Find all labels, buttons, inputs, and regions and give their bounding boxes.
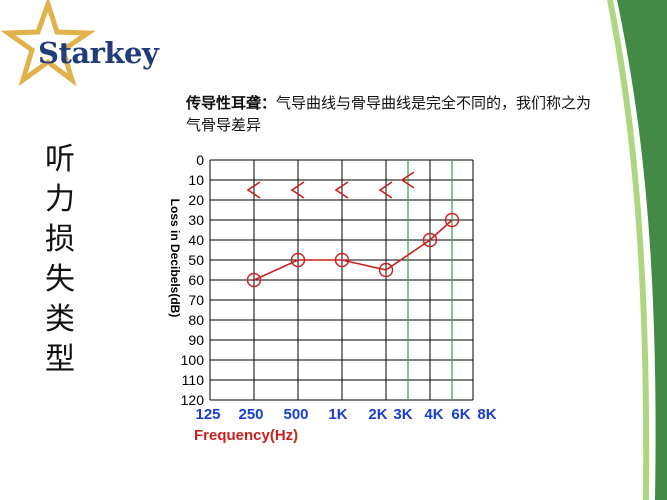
data-point-bracket bbox=[246, 181, 261, 199]
data-point-bracket bbox=[400, 171, 415, 189]
x-tick-label: 500 bbox=[283, 406, 308, 423]
x-tick-label: 1K bbox=[328, 406, 347, 423]
description-term: 传导性耳聋： bbox=[186, 94, 277, 112]
side-title: 听 力 损 失 类 型 bbox=[40, 140, 80, 380]
y-tick-label: 30 bbox=[188, 212, 204, 228]
side-title-char: 损 bbox=[45, 222, 75, 257]
side-title-char: 失 bbox=[45, 262, 75, 297]
x-tick-label: 3K bbox=[393, 406, 412, 423]
y-tick-label: 50 bbox=[188, 252, 204, 268]
y-tick-label: 80 bbox=[188, 312, 204, 328]
y-tick-label: 10 bbox=[188, 172, 204, 188]
x-tick-label: 8K bbox=[477, 406, 496, 423]
x-tick-label: 4K bbox=[424, 406, 443, 423]
y-tick-label: 70 bbox=[188, 292, 204, 308]
data-point-circle bbox=[444, 212, 460, 228]
green-border-decoration bbox=[607, 0, 667, 500]
y-tick-label: 100 bbox=[181, 352, 205, 368]
data-point-bracket bbox=[378, 181, 393, 199]
side-title-char: 听 bbox=[45, 142, 75, 177]
data-point-circle bbox=[246, 272, 262, 288]
x-tick-label: 125 bbox=[195, 406, 220, 423]
data-point-bracket bbox=[334, 181, 349, 199]
x-axis-title: Frequency(Hz) bbox=[194, 427, 298, 444]
y-tick-label: 40 bbox=[188, 232, 204, 248]
description-text: 气导曲线与骨导曲线是完全不同的，我们称之为气骨导差异 bbox=[186, 94, 592, 134]
side-title-char: 型 bbox=[45, 342, 75, 377]
side-title-char: 力 bbox=[45, 182, 75, 217]
description: 传导性耳聋：气导曲线与骨导曲线是完全不同的，我们称之为气骨导差异 bbox=[186, 92, 606, 136]
side-title-char: 类 bbox=[45, 302, 75, 337]
y-tick-label: 0 bbox=[196, 152, 204, 168]
data-point-circle bbox=[378, 262, 394, 278]
data-point-circle bbox=[290, 252, 306, 268]
y-tick-label: 60 bbox=[188, 272, 204, 288]
starkey-logo-star-icon bbox=[0, 0, 96, 87]
y-axis-title: Loss in Decibels(dB) bbox=[168, 199, 182, 318]
data-point-bracket bbox=[290, 181, 305, 199]
y-tick-label: 90 bbox=[188, 332, 204, 348]
data-point-circle bbox=[422, 232, 438, 248]
y-tick-label: 120 bbox=[181, 392, 205, 408]
y-tick-label: 110 bbox=[182, 372, 205, 388]
x-tick-label: 2K bbox=[368, 406, 387, 423]
brand-logo-text: Starkey bbox=[38, 36, 159, 70]
data-point-circle bbox=[334, 252, 350, 268]
y-tick-label: 20 bbox=[188, 192, 204, 208]
x-tick-label: 250 bbox=[238, 406, 263, 423]
x-tick-label: 6K bbox=[451, 406, 470, 423]
air-conduction-line bbox=[253, 219, 453, 281]
